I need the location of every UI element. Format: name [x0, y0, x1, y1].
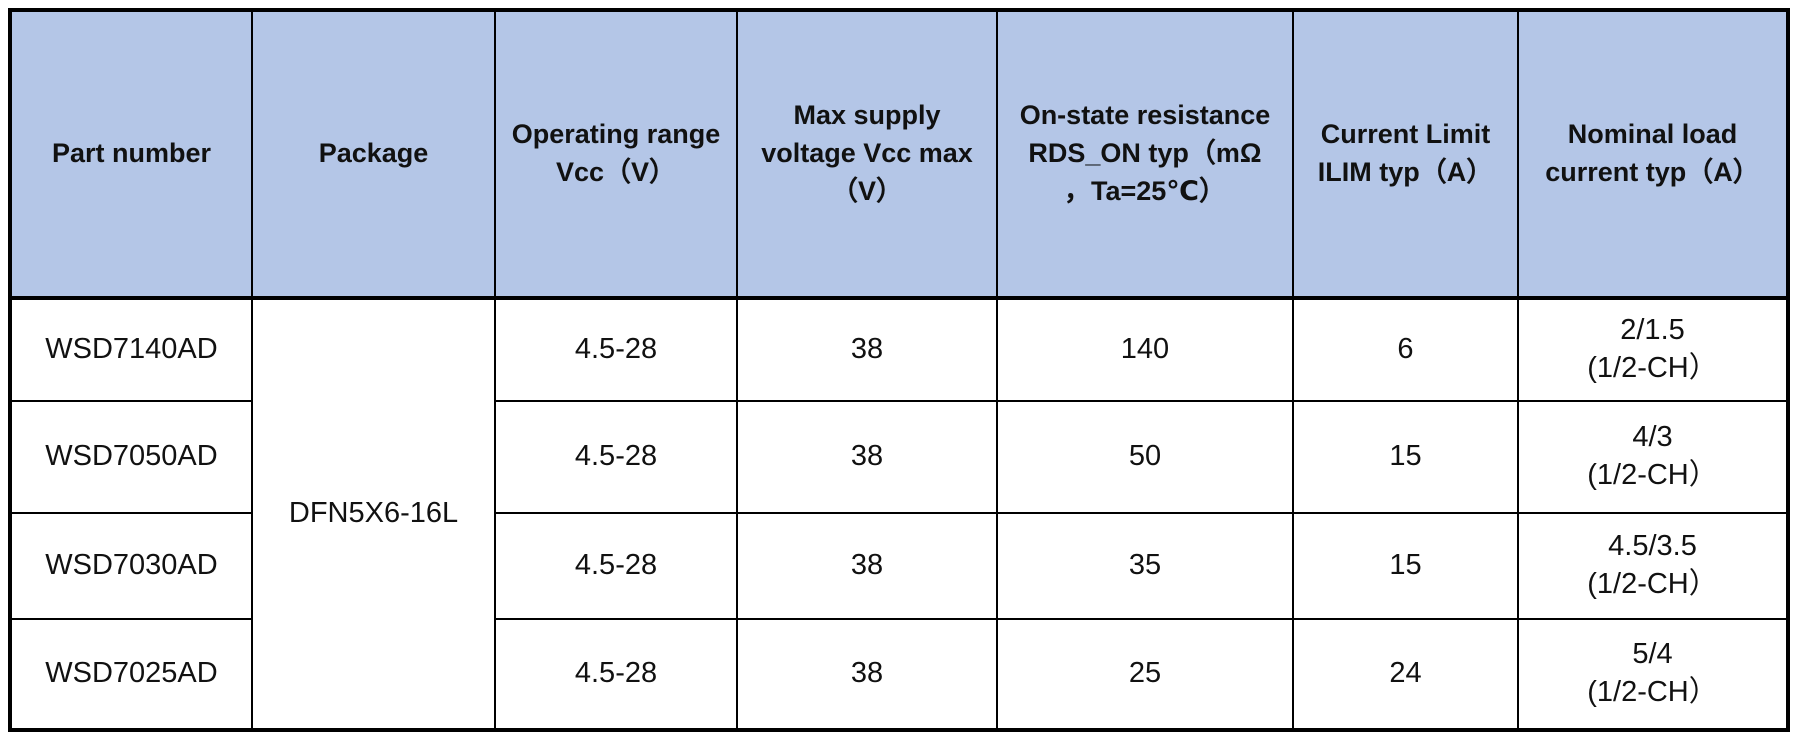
cell-current-limit: 6	[1292, 297, 1519, 402]
table-row: WSD7025AD 4.5-28 38 25 24 5/4 (1/2-CH）	[9, 618, 1789, 731]
cell-package-merged: DFN5X6-16L	[251, 297, 496, 731]
cell-current-limit: 15	[1292, 512, 1519, 620]
header-current-limit: Current Limit ILIM typ（A）	[1292, 9, 1519, 300]
cell-part-number: WSD7140AD	[9, 297, 253, 402]
cell-rds-on: 25	[996, 618, 1294, 731]
table-header-row: Part number Package Operating range Vcc（…	[9, 9, 1789, 300]
cell-current-limit: 15	[1292, 400, 1519, 514]
header-max-supply: Max supply voltage Vcc max （V）	[736, 9, 998, 300]
table-row: WSD7050AD 4.5-28 38 50 15 4/3 (1/2-CH）	[9, 400, 1789, 514]
cell-max-supply: 38	[736, 400, 998, 514]
cell-part-number: WSD7050AD	[9, 400, 253, 514]
header-nominal-load: Nominal load current typ（A）	[1517, 9, 1789, 300]
cell-rds-on: 35	[996, 512, 1294, 620]
cell-nominal-load: 5/4 (1/2-CH）	[1517, 618, 1789, 731]
cell-rds-on: 50	[996, 400, 1294, 514]
cell-nominal-load: 4.5/3.5 (1/2-CH）	[1517, 512, 1789, 620]
cell-operating-range: 4.5-28	[494, 512, 738, 620]
header-part-number: Part number	[9, 9, 253, 300]
cell-nominal-load: 2/1.5 (1/2-CH）	[1517, 297, 1789, 402]
cell-nominal-load: 4/3 (1/2-CH）	[1517, 400, 1789, 514]
cell-operating-range: 4.5-28	[494, 618, 738, 731]
cell-max-supply: 38	[736, 297, 998, 402]
cell-operating-range: 4.5-28	[494, 297, 738, 402]
cell-current-limit: 24	[1292, 618, 1519, 731]
table-row: WSD7140AD DFN5X6-16L 4.5-28 38 140 6 2/1…	[9, 297, 1789, 731]
cell-rds-on: 140	[996, 297, 1294, 402]
cell-operating-range: 4.5-28	[494, 400, 738, 514]
header-package: Package	[251, 9, 496, 300]
cell-max-supply: 38	[736, 512, 998, 620]
header-rds-on: On-state resistance RDS_ON typ（mΩ ，Ta=25…	[996, 9, 1294, 300]
cell-max-supply: 38	[736, 618, 998, 731]
table-row: WSD7030AD 4.5-28 38 35 15 4.5/3.5 (1/2-C…	[9, 512, 1789, 620]
part-selection-table: Part number Package Operating range Vcc（…	[8, 8, 1790, 732]
cell-part-number: WSD7025AD	[9, 618, 253, 731]
cell-part-number: WSD7030AD	[9, 512, 253, 620]
header-operating-range: Operating range Vcc（V）	[494, 9, 738, 300]
